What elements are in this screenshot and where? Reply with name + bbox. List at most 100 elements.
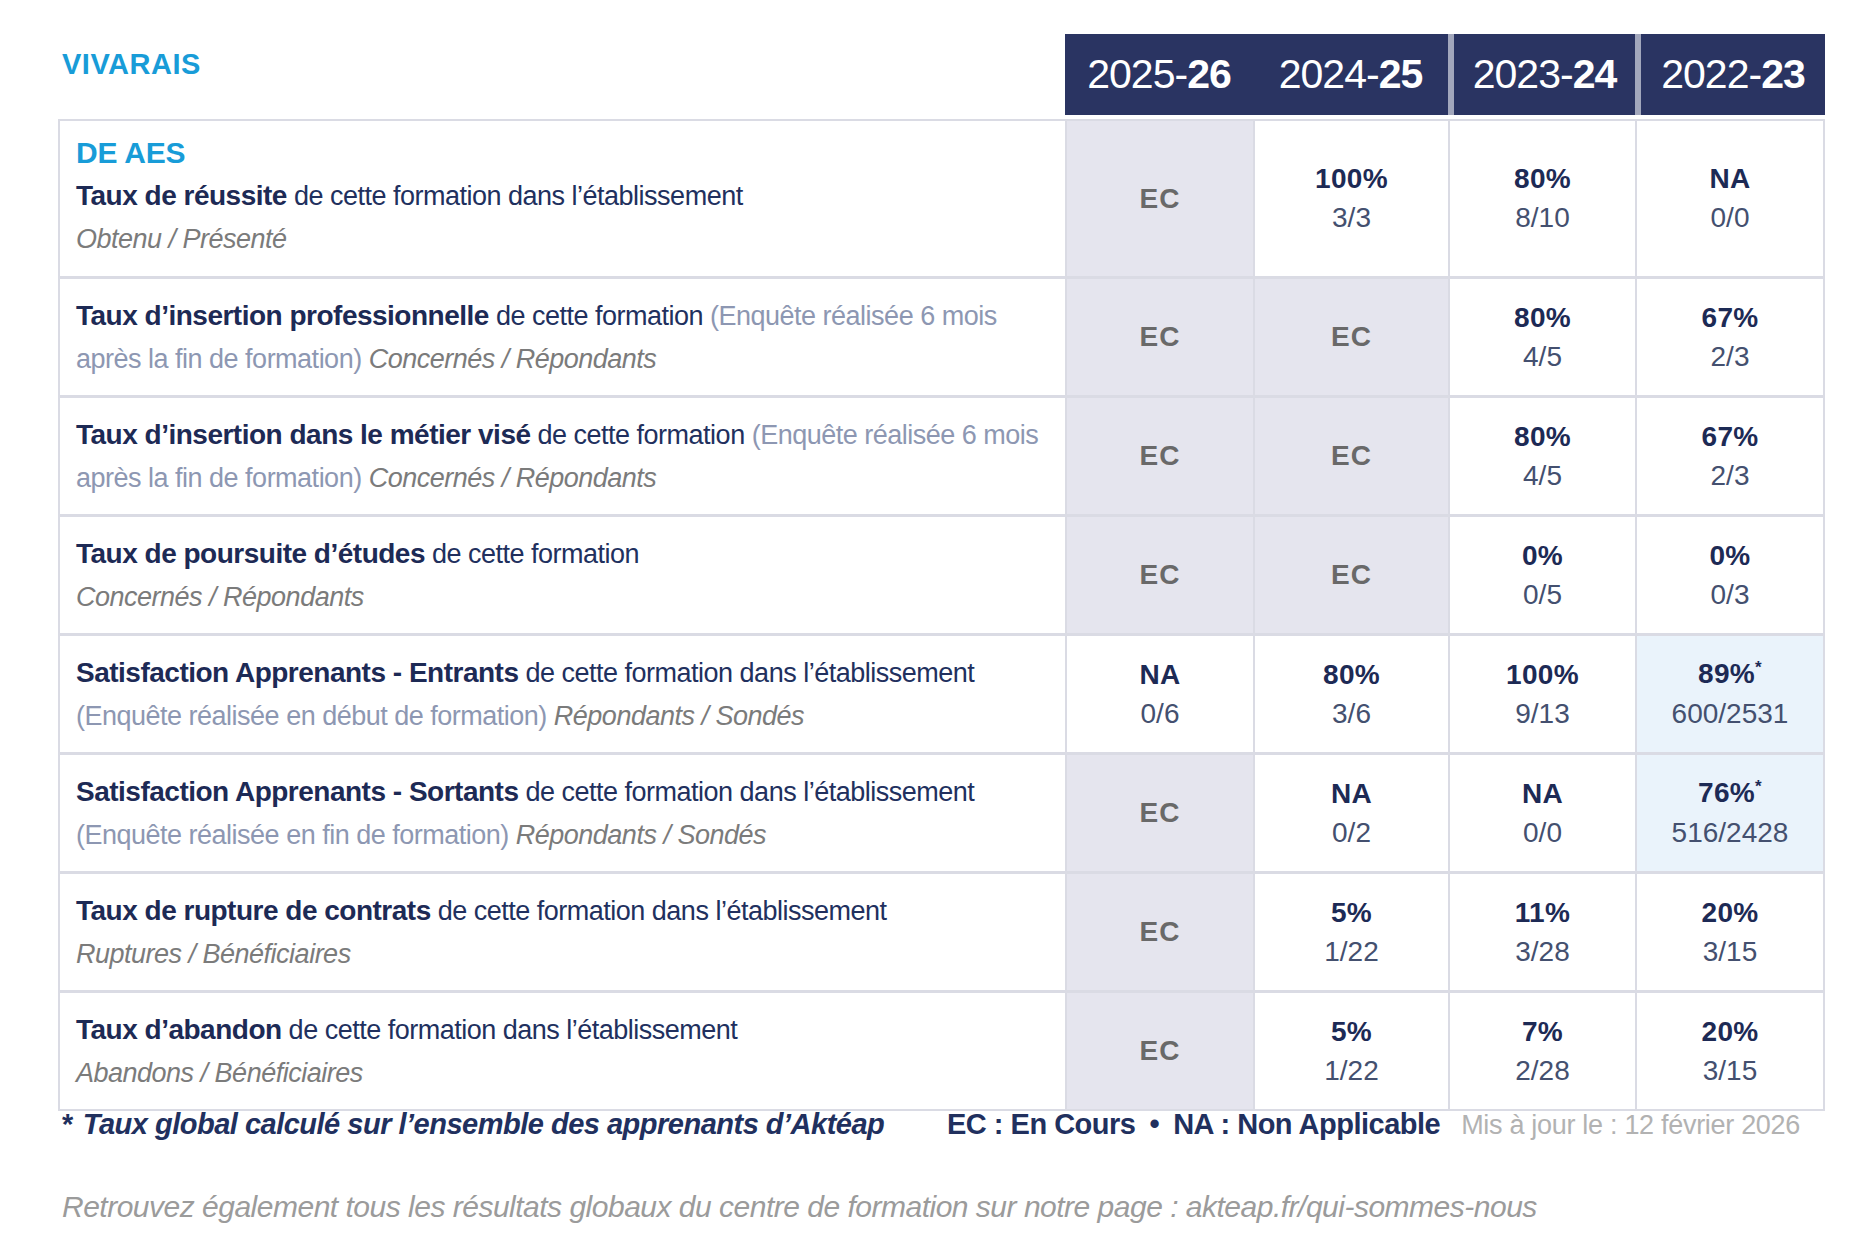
formation-heading: DE AES <box>76 131 1045 174</box>
cell-fraction: 0/3 <box>1711 579 1750 611</box>
cell-value: EC <box>1140 797 1181 829</box>
value-cell-highlight: 76%* 516/2428 <box>1635 755 1823 871</box>
cell-fraction: 516/2428 <box>1672 817 1789 849</box>
cell-value: EC <box>1140 183 1181 215</box>
metric-desc: de cette formation dans l’établissement <box>431 896 887 926</box>
metric-sub: Concernés / Répondants <box>369 463 657 493</box>
year-prefix: 2025- <box>1087 51 1187 98</box>
asterisk-mark: * <box>62 1108 73 1140</box>
year-header: 2025-26 2024-25 2023-24 2022-23 <box>1065 34 1825 115</box>
cell-value: 7% <box>1522 1016 1563 1048</box>
year-suffix: 25 <box>1379 51 1423 98</box>
cell-value: 20% <box>1702 1016 1759 1048</box>
metric-desc: de cette formation <box>489 301 710 331</box>
cell-value: NA <box>1522 778 1563 810</box>
metric-label: Taux de poursuite d’études de cette form… <box>76 532 1045 619</box>
cell-fraction: 0/5 <box>1523 579 1562 611</box>
asterisk-mark: * <box>1755 777 1762 796</box>
cell-value: 20% <box>1702 897 1759 929</box>
value-cell-ec: EC <box>1065 755 1253 871</box>
value-cell: NA0/2 <box>1253 755 1448 871</box>
legend-na: NA : Non Applicable <box>1173 1108 1440 1140</box>
table-row: Satisfaction Apprenants - Entrants de ce… <box>60 633 1823 752</box>
value-cell: 5%1/22 <box>1253 874 1448 990</box>
value-cell-ec: EC <box>1065 398 1253 514</box>
table-row: DE AES Taux de réussite de cette formati… <box>60 121 1823 276</box>
table-row: Taux d’insertion dans le métier visé de … <box>60 395 1823 514</box>
value-cell-ec: EC <box>1065 517 1253 633</box>
table-row: Taux d’insertion professionnelle de cett… <box>60 276 1823 395</box>
cell-value: 11% <box>1515 897 1570 929</box>
value-cell: 67%2/3 <box>1635 279 1823 395</box>
cell-value: 0% <box>1522 540 1563 572</box>
cell-fraction: 3/28 <box>1515 936 1570 968</box>
metric-label: Taux d’insertion dans le métier visé de … <box>76 413 1045 500</box>
cell-value: NA <box>1709 163 1750 195</box>
metric-label: Satisfaction Apprenants - Entrants de ce… <box>76 651 1045 738</box>
metric-title: Taux de réussite <box>76 180 287 211</box>
cell-value: NA <box>1139 659 1180 691</box>
footnote-bar: * Taux global calculé sur l’ensemble des … <box>62 1108 1800 1152</box>
value-cell: NA 0/6 <box>1065 636 1253 752</box>
table-row: Taux de poursuite d’études de cette form… <box>60 514 1823 633</box>
value-cell-ec: EC <box>1065 279 1253 395</box>
footer-link-note: Retrouvez également tous les résultats g… <box>62 1190 1537 1224</box>
cell-fraction: 600/2531 <box>1672 698 1789 730</box>
metric-desc: de cette formation dans l’établissement <box>518 658 974 688</box>
cell-fraction: 0/6 <box>1141 698 1180 730</box>
year-column-2025-26: 2025-26 <box>1065 34 1253 115</box>
metric-sub: Abandons / Bénéficiaires <box>76 1052 1045 1095</box>
year-prefix: 2024- <box>1279 51 1379 98</box>
metric-sub: Concernés / Répondants <box>76 576 1045 619</box>
cell-fraction: 3/6 <box>1332 698 1371 730</box>
cell-value: EC <box>1331 559 1372 591</box>
metric-label: Taux de réussite de cette formation dans… <box>76 174 1045 261</box>
cell-fraction: 3/15 <box>1703 1055 1758 1087</box>
metric-label: Taux de rupture de contrats de cette for… <box>76 889 1045 976</box>
cell-fraction: 1/22 <box>1324 1055 1379 1087</box>
value-cell: 20% 3/15 <box>1635 874 1823 990</box>
metric-title: Satisfaction Apprenants - Sortants <box>76 776 518 807</box>
value-cell: 11% 3/28 <box>1448 874 1635 990</box>
year-prefix: 2023- <box>1473 51 1573 98</box>
metric-label: Satisfaction Apprenants - Sortants de ce… <box>76 770 1045 857</box>
cell-value: EC <box>1331 321 1372 353</box>
row-label: Taux de rupture de contrats de cette for… <box>60 874 1065 990</box>
cell-value: 80% <box>1323 659 1380 691</box>
metric-desc: de cette formation dans l’établissement <box>287 181 743 211</box>
asterisk-mark: * <box>1755 658 1762 677</box>
row-label: Satisfaction Apprenants - Entrants de ce… <box>60 636 1065 752</box>
value-cell: 20% 3/15 <box>1635 993 1823 1109</box>
cell-fraction: 4/5 <box>1523 460 1562 492</box>
cell-fraction: 3/15 <box>1703 936 1758 968</box>
cell-percentage: 89% <box>1698 659 1755 690</box>
metric-title: Taux d’insertion professionnelle <box>76 300 489 331</box>
value-cell: 67%2/3 <box>1635 398 1823 514</box>
row-label: DE AES Taux de réussite de cette formati… <box>60 121 1065 276</box>
cell-value: EC <box>1140 321 1181 353</box>
global-rate-note-text: Taux global calculé sur l’ensemble des a… <box>83 1108 885 1140</box>
value-cell: 80%4/5 <box>1448 398 1635 514</box>
value-cell-ec: EC <box>1253 398 1448 514</box>
metric-title: Taux d’abandon <box>76 1014 282 1045</box>
cell-value: 5% <box>1331 897 1372 929</box>
cell-value: EC <box>1140 916 1181 948</box>
cell-fraction: 4/5 <box>1523 341 1562 373</box>
row-label: Taux d’insertion dans le métier visé de … <box>60 398 1065 514</box>
value-cell: 100%3/3 <box>1253 121 1448 276</box>
cell-value: 100% <box>1315 163 1388 195</box>
cell-value: 89%* <box>1698 658 1762 690</box>
year-suffix: 26 <box>1187 51 1231 98</box>
cell-fraction: 0/0 <box>1523 817 1562 849</box>
cell-value: 80% <box>1514 302 1571 334</box>
cell-value: 76%* <box>1698 777 1762 809</box>
cell-value: 0% <box>1709 540 1750 572</box>
metric-title: Taux de rupture de contrats <box>76 895 431 926</box>
global-rate-note: * Taux global calculé sur l’ensemble des … <box>62 1108 884 1141</box>
value-cell: 5%1/22 <box>1253 993 1448 1109</box>
value-cell-ec: EC <box>1253 517 1448 633</box>
value-cell: 0%0/3 <box>1635 517 1823 633</box>
metric-sub: Obtenu / Présenté <box>76 218 1045 261</box>
cell-value: 80% <box>1514 163 1571 195</box>
table-row: Satisfaction Apprenants - Sortants de ce… <box>60 752 1823 871</box>
